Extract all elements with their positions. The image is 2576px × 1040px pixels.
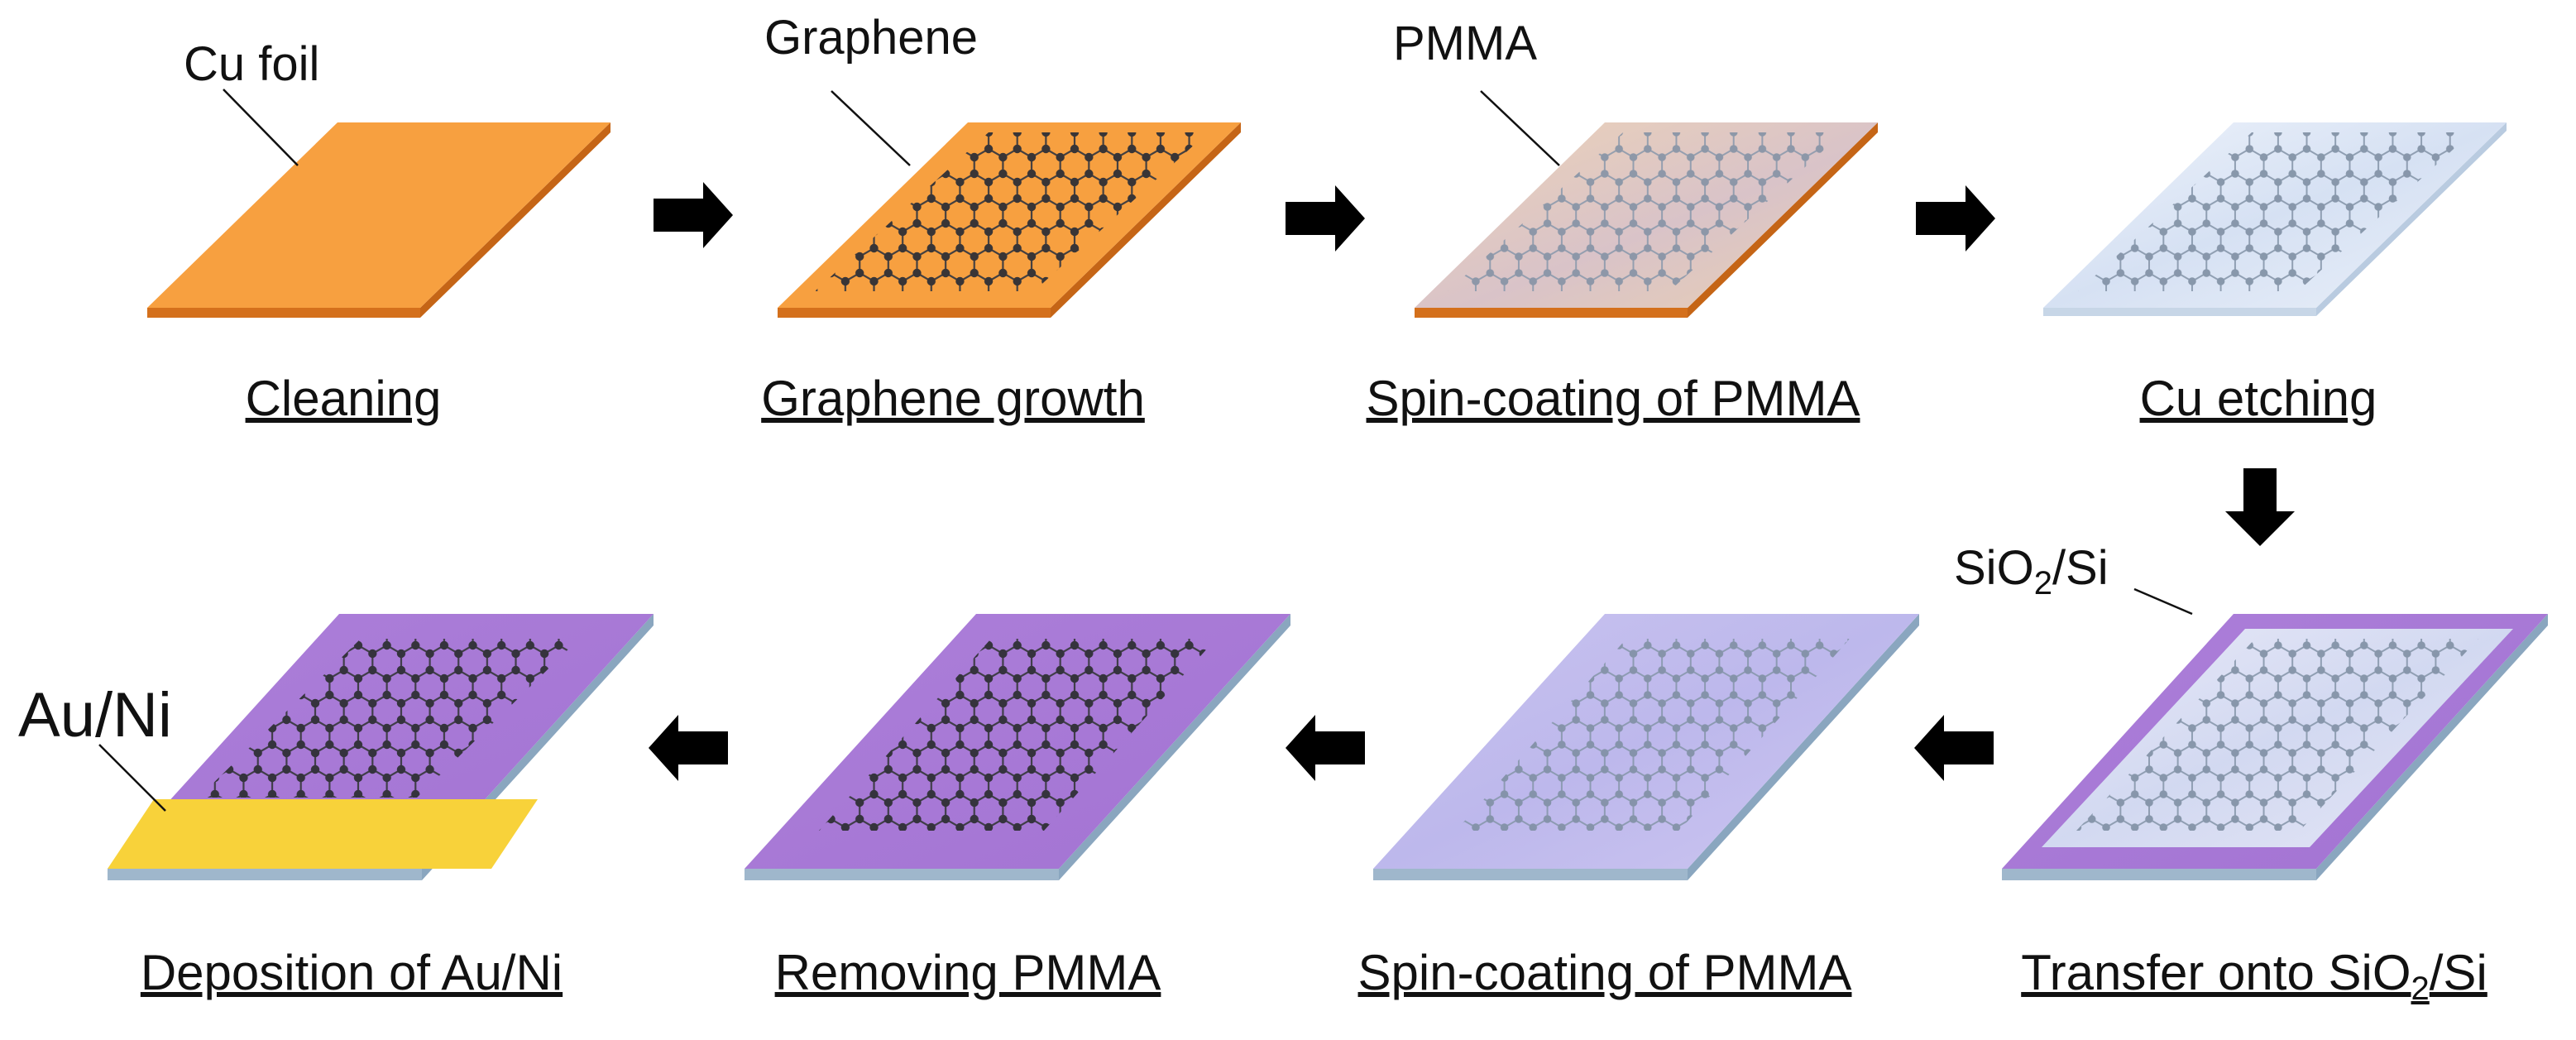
callout-graphene: Graphene [764, 11, 978, 166]
callout-sio2si: SiO2/Si [1954, 541, 2193, 616]
caption-transfer-onto-sio2si: Transfer onto SiO2/Si [2021, 945, 2487, 1007]
caption-spin-coating-pmma-2: Spin-coating of PMMA [1358, 945, 1852, 1000]
callout-pmma: PMMA [1393, 17, 1560, 166]
svg-text:Au/Ni: Au/Ni [18, 680, 172, 750]
svg-text:SiO2/Si: SiO2/Si [1954, 541, 2109, 601]
caption-cleaning: Cleaning [246, 371, 442, 426]
caption-deposition-au-ni: Deposition of Au/Ni [141, 945, 563, 1000]
callout-cu-foil: Cu foil [184, 37, 319, 166]
au-ni-electrode [108, 799, 538, 869]
svg-text:PMMA: PMMA [1393, 17, 1537, 70]
step-4-pmma-graphene-film [2043, 122, 2507, 316]
caption-spin-coating-pmma-1: Spin-coating of PMMA [1367, 371, 1860, 426]
arrow-right-icon [654, 182, 733, 248]
svg-text:Graphene: Graphene [764, 11, 978, 65]
caption-cu-etching: Cu etching [2140, 371, 2377, 426]
step-3-pmma-on-cu-plate [1415, 122, 1878, 318]
caption-graphene-growth: Graphene growth [761, 371, 1145, 426]
arrow-left-icon [1286, 715, 1365, 781]
arrow-left-icon [649, 715, 728, 781]
arrow-down-icon [2225, 468, 2295, 546]
svg-text:Cu foil: Cu foil [184, 37, 319, 91]
step-2-graphene-on-cu-plate [778, 122, 1241, 318]
step-7-graphene-on-sio2-plate [745, 614, 1290, 880]
step-5-transfer-plate [2002, 614, 2548, 880]
arrow-right-icon [1916, 185, 1995, 252]
callout-au-ni: Au/Ni [18, 680, 172, 812]
step-8-au-ni-plate [108, 614, 654, 880]
arrow-right-icon [1286, 185, 1365, 252]
arrow-left-icon [1914, 715, 1994, 781]
caption-removing-pmma: Removing PMMA [775, 945, 1161, 1000]
step-6-pmma-on-sio2-plate [1373, 614, 1919, 880]
step-1-cu-foil-plate [147, 122, 610, 318]
